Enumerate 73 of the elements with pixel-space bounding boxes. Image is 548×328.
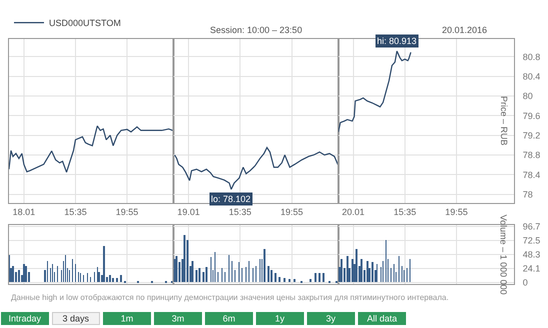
- bar: [25, 266, 27, 282]
- text: 3m: [172, 314, 184, 324]
- text: 1m: [120, 314, 134, 324]
- bar: [184, 235, 186, 282]
- y-tick-label: 78.4: [522, 170, 540, 180]
- y-tick-label: 79.2: [522, 130, 540, 140]
- line-series: [338, 50, 412, 132]
- y-tick-label: 72.5: [522, 236, 540, 246]
- bar: [112, 278, 114, 282]
- bar: [18, 270, 20, 282]
- text: Данные high и low отображаются по принципу демонстрации значения цены закрытия для пятиминутного интервала.: [11, 293, 449, 302]
- bar: [314, 273, 317, 282]
- y-tick-label: 79.6: [522, 110, 540, 121]
- bar: [116, 278, 118, 282]
- bar: [264, 249, 266, 282]
- bar: [310, 279, 312, 282]
- x-tick-label: 18.01: [12, 206, 36, 217]
- y-tick-label: 0: [522, 278, 528, 288]
- x-tick-label: 15:35: [64, 206, 87, 217]
- bar: [268, 266, 270, 282]
- bar: [23, 264, 25, 282]
- y-tick-label: 48.3: [522, 250, 540, 260]
- y-tick-label: 80.4: [522, 72, 540, 82]
- text: 3 days: [62, 314, 90, 324]
- y-tick-label: 24.1: [522, 264, 540, 274]
- legend-label: USD000UTSTOM: [49, 18, 121, 28]
- text: 1y: [274, 314, 285, 324]
- text: 3y: [326, 314, 336, 324]
- bar: [360, 259, 362, 282]
- bar: [288, 279, 291, 282]
- x-tick-label: 19:55: [280, 206, 304, 217]
- y-tick-label: 96.7: [522, 222, 540, 232]
- bar: [274, 273, 277, 282]
- bar: [120, 275, 122, 282]
- text: Intraday: [8, 314, 42, 324]
- bar: [366, 261, 368, 282]
- bar: [12, 266, 14, 282]
- bar: [278, 277, 281, 282]
- bar: [322, 273, 325, 282]
- bar: [270, 270, 273, 282]
- bar: [371, 262, 374, 282]
- bar: [346, 256, 348, 282]
- x-tick-label: 20.01: [342, 206, 365, 217]
- bar: [318, 273, 321, 282]
- annotation: lo: 78.102: [211, 194, 251, 204]
- bar: [284, 278, 286, 282]
- bar: [103, 246, 105, 282]
- bar: [294, 279, 296, 282]
- text: All data: [366, 314, 398, 324]
- bar: [355, 249, 358, 282]
- bar: [176, 256, 178, 282]
- text: 6m: [222, 314, 236, 324]
- y-tick-label: 78: [522, 189, 533, 200]
- bar: [198, 268, 201, 282]
- x-tick-label: 15:35: [394, 206, 416, 217]
- x-tick-label: 19:55: [445, 206, 468, 217]
- y-axis-title: Price – RUB: [499, 96, 510, 146]
- annotation: hi: 80.913: [377, 36, 417, 46]
- bar: [206, 267, 208, 282]
- x-tick-label: 19:55: [116, 206, 138, 217]
- bar: [351, 259, 354, 282]
- y-tick-label: 78.8: [522, 150, 540, 160]
- x-tick-label: 19.01: [177, 206, 200, 217]
- y-tick-label: 80: [522, 91, 533, 102]
- y-axis-title: Volume – 1 000 000: [498, 214, 509, 295]
- bar: [192, 261, 194, 282]
- y-tick-label: 80.8: [522, 52, 540, 62]
- bar: [109, 275, 111, 282]
- chart-subtitle: Session: 10:00 – 23:50: [210, 25, 302, 35]
- bar: [340, 259, 342, 282]
- text: 20.01.2016: [442, 25, 488, 35]
- x-tick-label: 15:35: [228, 206, 252, 217]
- bar: [196, 270, 198, 282]
